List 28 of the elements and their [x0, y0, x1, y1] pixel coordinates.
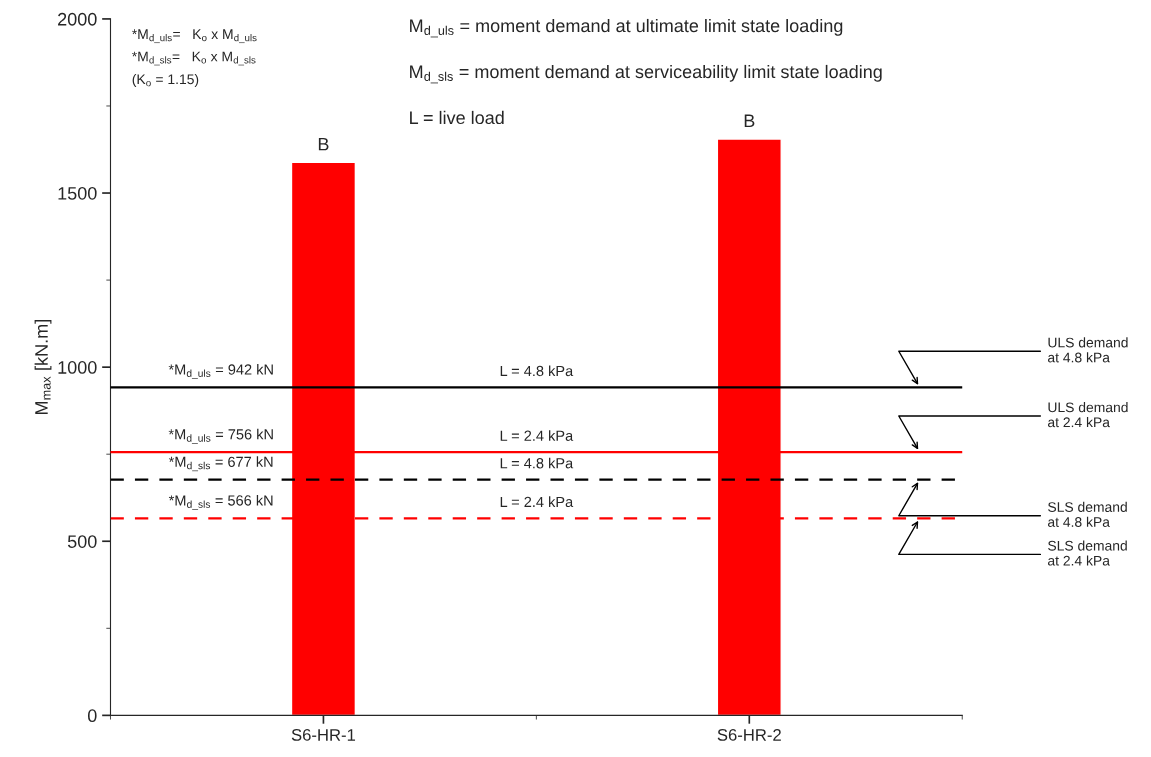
x-tick-label: S6-HR-1 — [291, 729, 356, 741]
ref-line-label: ULS demand at 4.8 kPa — [1048, 337, 1128, 363]
annotation: L = live load — [410, 110, 504, 125]
annotation: *M$_{d_sls}$ = 566 kN — [168, 494, 273, 510]
x-tick-label: S6-HR-2 — [717, 729, 781, 741]
ref-line-label: SLS demand at 4.8 kPa — [1048, 501, 1127, 527]
annotation: L = 2.4 kPa — [500, 496, 574, 508]
data-label: B — [318, 137, 329, 151]
annotation: M$_{d_uls}$ = moment demand at ultimate limit state loading — [410, 18, 843, 38]
y-tick-label: 1500 — [58, 186, 97, 200]
annotation: *M$_{d_uls}$ = 942 kN — [168, 363, 273, 379]
ref-line-label: ULS demand at 2.4 kPa — [1048, 402, 1128, 428]
y-tick-label: 1000 — [58, 361, 97, 374]
annotation: *M$_{d_sls}$= K$_{o}$ x M$_{d_sls}$ — [132, 51, 256, 66]
annotation: M$_{d_sls}$ = moment demand at serviceability limit state loading — [410, 64, 882, 84]
y-tick-label: 2000 — [58, 12, 97, 26]
y-tick-label: 0 — [87, 709, 97, 723]
y-axis-title: M$_{max}$ [kN.m] — [34, 320, 52, 415]
data-label: B — [744, 114, 755, 127]
ref-line-label: SLS demand at 2.4 kPa — [1048, 540, 1127, 566]
annotation: *M$_{d_uls}$ = 756 kN — [168, 428, 273, 444]
annotation: *M$_{d_uls}$= K$_{o}$ x M$_{d_uls}$ — [132, 29, 257, 44]
annotation: L = 4.8 kPa — [500, 457, 574, 469]
y-tick-label: 500 — [67, 535, 97, 548]
annotation: *M$_{d_sls}$ = 677 kN — [168, 456, 273, 472]
annotation: L = 4.8 kPa — [500, 365, 574, 377]
annotation: (K$_{o}$ = 1.15) — [132, 73, 199, 87]
annotation: L = 2.4 kPa — [500, 430, 574, 441]
